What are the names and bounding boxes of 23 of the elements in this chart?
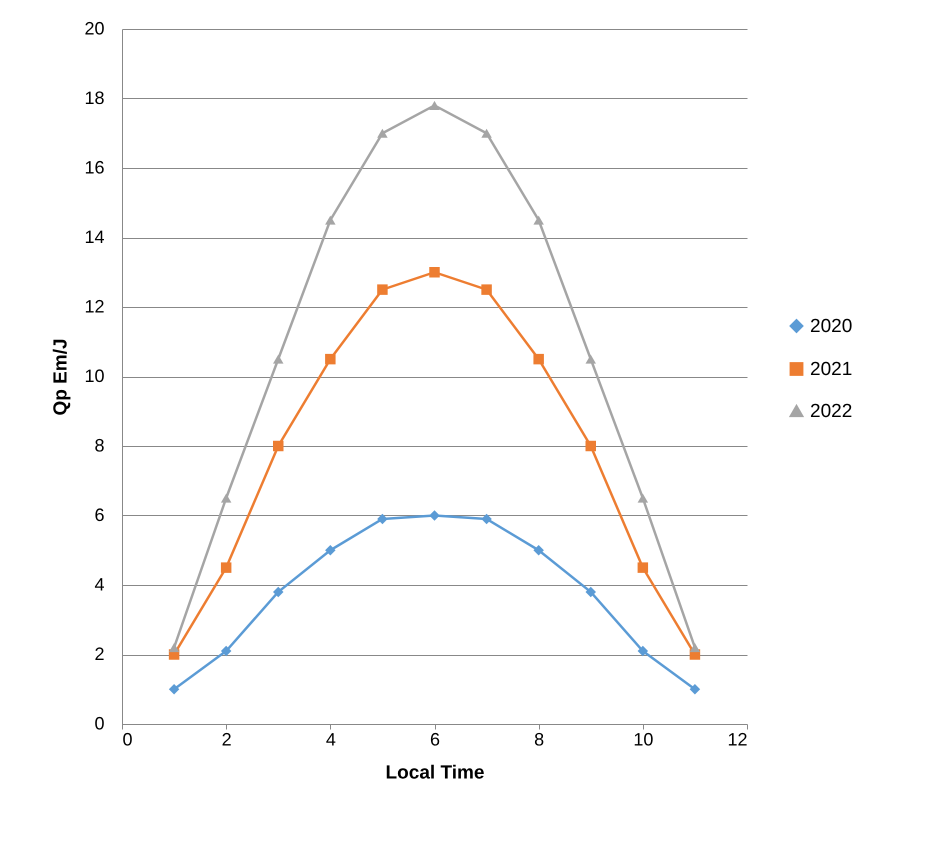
y-tick-label: 20 (84, 18, 104, 38)
y-tick-label: 14 (84, 227, 104, 247)
y-tick-label: 10 (84, 366, 104, 386)
y-tick-label: 4 (94, 574, 104, 594)
y-tick-label: 18 (84, 88, 104, 108)
y-tick-label: 8 (94, 436, 104, 456)
y-tick-label: 2 (94, 644, 104, 664)
y-tick-label: 12 (84, 296, 104, 316)
x-tick-label: 10 (633, 730, 654, 750)
y-tick-label: 16 (84, 158, 104, 178)
y-tick-label: 0 (94, 714, 104, 734)
legend-label: 2021 (810, 359, 852, 380)
x-tick-label: 12 (727, 730, 748, 750)
legend-label: 2022 (810, 401, 852, 422)
x-tick-label: 6 (430, 730, 440, 750)
y-tick-label: 6 (94, 505, 104, 525)
legend-label: 2020 (810, 316, 852, 337)
x-axis-title: Local Time (386, 762, 484, 784)
x-tick-label: 0 (122, 730, 133, 750)
x-tick-label: 8 (534, 730, 544, 750)
x-tick-label: 2 (222, 730, 232, 750)
x-tick-label: 4 (326, 730, 336, 750)
y-axis-title: Qp Em/J (50, 338, 72, 416)
